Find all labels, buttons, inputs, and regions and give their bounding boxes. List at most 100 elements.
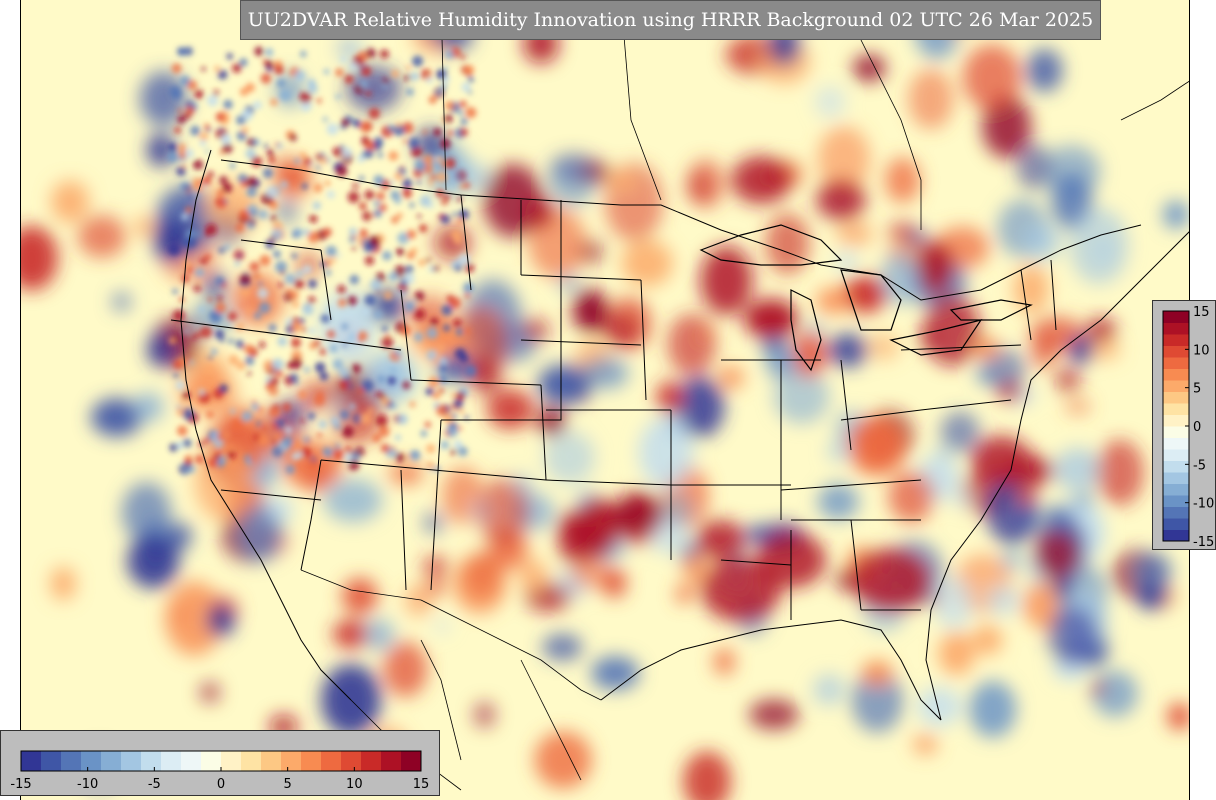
innovation-speckle-dot xyxy=(303,228,310,236)
innovation-speckle-dot xyxy=(255,274,263,283)
innovation-blob xyxy=(1032,336,1056,369)
innovation-speckle-dot xyxy=(360,65,372,77)
innovation-speckle-dot xyxy=(460,117,468,126)
innovation-speckle-dot xyxy=(302,327,307,333)
innovation-speckle-dot xyxy=(341,323,349,330)
innovation-speckle-dot xyxy=(455,265,462,272)
innovation-blob xyxy=(165,581,224,656)
innovation-speckle xyxy=(166,46,477,475)
humidity-innovation-map xyxy=(21,0,1189,800)
horizontal-colorbar: -15 -10 -5 0 5 10 15 xyxy=(0,730,440,796)
innovation-speckle-dot xyxy=(330,442,337,449)
innovation-speckle-dot xyxy=(253,311,262,320)
innovation-speckle-dot xyxy=(185,105,195,115)
innovation-speckle-dot xyxy=(362,211,372,222)
innovation-speckle-dot xyxy=(198,305,206,313)
innovation-speckle-dot xyxy=(204,253,212,261)
innovation-speckle-dot xyxy=(290,337,302,348)
innovation-speckle-dot xyxy=(181,274,190,283)
innovation-speckle-dot xyxy=(440,364,448,372)
innovation-speckle-dot xyxy=(404,302,415,312)
innovation-speckle-dot xyxy=(411,55,424,67)
innovation-speckle-dot xyxy=(408,137,420,149)
innovation-speckle-dot xyxy=(383,290,393,301)
innovation-blob xyxy=(404,584,433,617)
innovation-speckle-dot xyxy=(327,190,335,199)
innovation-speckle-dot xyxy=(444,114,453,123)
innovation-speckle-dot xyxy=(226,53,233,60)
innovation-speckle-dot xyxy=(313,339,321,347)
innovation-speckle-dot xyxy=(227,451,236,459)
innovation-speckle-dot xyxy=(247,371,252,376)
innovation-speckle-dot xyxy=(180,182,190,192)
innovation-blob xyxy=(916,686,962,727)
innovation-speckle-dot xyxy=(426,350,437,361)
innovation-speckle-dot xyxy=(315,165,321,170)
innovation-speckle-dot xyxy=(169,443,178,452)
innovation-speckle-dot xyxy=(446,426,458,438)
innovation-blob xyxy=(271,155,301,190)
innovation-speckle-dot xyxy=(186,356,191,361)
innovation-speckle-dot xyxy=(229,162,236,169)
innovation-speckle-dot xyxy=(322,116,328,122)
innovation-speckle-dot xyxy=(359,228,368,238)
colorbar-swatch xyxy=(1163,472,1189,484)
innovation-speckle-dot xyxy=(312,201,321,210)
innovation-speckle-dot xyxy=(303,436,310,443)
innovation-blob xyxy=(525,196,554,229)
innovation-blob xyxy=(813,673,845,706)
innovation-speckle-dot xyxy=(455,391,466,401)
innovation-speckle-dot xyxy=(397,232,410,244)
innovation-speckle-dot xyxy=(203,230,210,237)
innovation-speckle-dot xyxy=(240,180,248,188)
innovation-speckle-dot xyxy=(339,298,345,304)
innovation-speckle-dot xyxy=(364,189,375,200)
colorbar-swatch xyxy=(1163,311,1189,323)
innovation-speckle-dot xyxy=(440,440,450,450)
innovation-speckle-dot xyxy=(351,452,360,461)
innovation-speckle-dot xyxy=(395,452,406,463)
innovation-speckle-dot xyxy=(250,218,256,225)
colorbar-swatch xyxy=(1163,334,1189,346)
innovation-speckle-dot xyxy=(438,387,445,394)
innovation-speckle-dot xyxy=(372,433,381,443)
innovation-speckle-dot xyxy=(332,448,344,461)
colorbar-tick-label: 10 xyxy=(1193,343,1210,358)
innovation-speckle-dot xyxy=(216,432,227,442)
innovation-speckle-dot xyxy=(364,255,375,266)
innovation-speckle-dot xyxy=(420,430,428,437)
innovation-speckle-dot xyxy=(249,261,260,272)
innovation-speckle-dot xyxy=(268,324,277,332)
innovation-speckle-dot xyxy=(411,146,423,158)
innovation-speckle-dot xyxy=(181,213,189,221)
innovation-speckle-dot xyxy=(453,398,464,409)
innovation-max-region xyxy=(1086,318,1116,342)
innovation-speckle-dot xyxy=(177,47,187,57)
innovation-speckle-dot xyxy=(308,279,317,289)
innovation-speckle-dot xyxy=(314,395,325,406)
innovation-speckle-dot xyxy=(394,196,402,205)
colorbar-swatch xyxy=(301,751,322,771)
innovation-speckle-dot xyxy=(289,373,299,383)
colorbar-swatch xyxy=(61,751,82,771)
innovation-speckle-dot xyxy=(289,133,297,142)
innovation-speckle-dot xyxy=(300,418,305,423)
innovation-min-region xyxy=(207,603,235,637)
innovation-speckle-dot xyxy=(180,399,185,404)
innovation-speckle-dot xyxy=(382,77,389,85)
colorbar-swatch xyxy=(121,751,142,771)
colorbar-swatch xyxy=(1163,495,1189,507)
innovation-speckle-dot xyxy=(280,180,288,189)
innovation-speckle-dot xyxy=(245,148,256,159)
innovation-speckle-dot xyxy=(222,135,229,143)
innovation-speckle-dot xyxy=(351,246,357,251)
innovation-blob xyxy=(1053,574,1073,598)
innovation-blob xyxy=(885,157,921,203)
innovation-blob xyxy=(453,554,507,614)
innovation-blob xyxy=(1026,48,1063,93)
innovation-speckle-dot xyxy=(401,122,414,134)
innovation-speckle-dot xyxy=(426,461,435,470)
innovation-speckle-dot xyxy=(330,416,340,426)
innovation-blob xyxy=(962,44,1021,111)
innovation-speckle-dot xyxy=(231,419,243,431)
